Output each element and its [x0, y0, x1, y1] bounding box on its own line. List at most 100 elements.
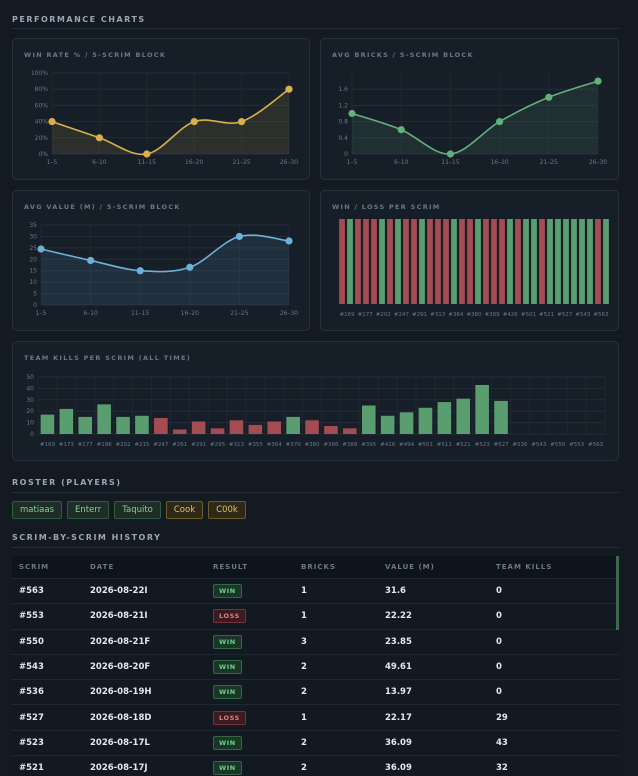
x-tick-label: 16–20 [185, 159, 203, 166]
column-header[interactable]: DATE [90, 563, 115, 571]
y-tick-label: 50 [26, 374, 34, 381]
data-point [594, 77, 602, 85]
y-tick-label: 20 [29, 256, 37, 263]
kills-bar [267, 421, 282, 434]
kills-bar [305, 420, 319, 434]
x-tick-label: #196 [97, 442, 113, 448]
chart-title: WIN / LOSS PER SCRIM [332, 203, 441, 211]
date-cell: 2026-08-19H [90, 687, 152, 698]
y-tick-label: 30 [26, 397, 34, 404]
column-header[interactable]: BRICKS [301, 563, 336, 571]
series-line [51, 88, 290, 156]
kills-cell: 0 [496, 636, 502, 647]
result-bar [563, 219, 569, 304]
table-row[interactable]: #523 2026-08-17L WIN 2 36.09 43 [12, 729, 619, 755]
chart-title: WIN RATE % / 5-SCRIM BLOCK [24, 51, 167, 59]
kills-cell: 0 [496, 586, 502, 597]
win-rate-chart-panel: WIN RATE % / 5-SCRIM BLOCK 100% 80% 60% 40%… [12, 38, 310, 180]
player-chip[interactable]: matiaas [12, 501, 63, 519]
x-tick-label: #543 [531, 442, 547, 448]
result-badge: WIN [213, 584, 242, 599]
player-chip[interactable]: Enterr [67, 501, 110, 519]
result-badge: LOSS [213, 710, 246, 725]
result-badge: WIN [213, 735, 242, 750]
performance-charts-heading: PERFORMANCE CHARTS [12, 15, 146, 24]
x-tick-label: 6–10 [394, 159, 409, 166]
column-header[interactable]: TEAM KILLS [496, 563, 553, 571]
result-bar [395, 219, 401, 304]
x-tick-label: 16–20 [181, 310, 199, 317]
kills-bar [437, 402, 452, 434]
scrim-cell: #553 [19, 611, 44, 622]
table-row[interactable]: #543 2026-08-20F WIN 2 49.61 0 [12, 653, 619, 679]
data-point [136, 267, 144, 275]
x-tick-label: #355 [248, 442, 264, 448]
table-row[interactable]: #536 2026-08-19H WIN 2 13.97 0 [12, 679, 619, 704]
date-cell: 2026-08-17J [90, 763, 148, 774]
scrim-cell: #527 [19, 712, 44, 723]
kills-bar [399, 412, 414, 434]
player-chip[interactable]: C00k [208, 501, 246, 519]
kills-cell: 0 [496, 687, 502, 698]
data-point [48, 118, 56, 126]
result-bar [491, 219, 497, 304]
y-tick-label: 10 [26, 420, 34, 427]
chart-title: AVG VALUE (M) / 5-SCRIM BLOCK [24, 203, 181, 211]
kills-cell: 29 [496, 712, 508, 723]
chart-title: AVG BRICKS / 5-SCRIM BLOCK [332, 51, 474, 59]
value-cell: 31.6 [385, 586, 406, 597]
result-badge: WIN [213, 761, 242, 776]
x-tick-label: #426 [380, 442, 396, 448]
result-bar [531, 219, 537, 304]
kills-cell: 43 [496, 737, 508, 748]
player-chip[interactable]: Cook [165, 501, 204, 519]
date-cell: 2026-08-20F [90, 662, 151, 673]
date-cell: 2026-08-17L [90, 737, 150, 748]
win-loss-bar-chart: #169 #177 #202 #247 #291 #313 #364 #380 #389 #426… [339, 219, 609, 318]
column-header[interactable]: RESULT [213, 563, 248, 571]
data-point [545, 93, 553, 101]
table-row[interactable]: #553 2026-08-21I LOSS 1 22.22 0 [12, 603, 619, 628]
x-tick-label: #501 [521, 312, 536, 318]
date-cell: 2026-08-21F [90, 636, 151, 647]
result-cell: WIN [213, 584, 301, 599]
data-point [87, 256, 95, 265]
kills-bar [380, 415, 395, 434]
result-bar [515, 219, 521, 304]
y-tick-label: 40 [26, 385, 34, 392]
x-tick-label: #386 [323, 442, 339, 448]
column-header[interactable]: SCRIM [19, 563, 50, 571]
table-row[interactable]: #521 2026-08-17J WIN 2 36.09 32 [12, 755, 619, 776]
result-bar [339, 219, 345, 304]
x-tick-label: #313 [229, 442, 245, 448]
x-tick-label: 26–30 [280, 159, 298, 166]
table-row[interactable]: #550 2026-08-21F WIN 3 23.85 0 [12, 628, 619, 654]
scrollbar-thumb[interactable] [616, 556, 619, 630]
y-tick-label: 30 [29, 233, 37, 240]
chart-title: TEAM KILLS PER SCRIM (ALL TIME) [24, 354, 191, 362]
y-tick-label: 0 [33, 302, 37, 309]
win-loss-chart-panel: WIN / LOSS PER SCRIM #169 #177 #202 #247 #29… [320, 190, 619, 331]
x-tick-label: #501 [418, 442, 433, 448]
result-bar [587, 219, 593, 304]
x-tick-label: #511 [437, 442, 452, 448]
result-bar [467, 219, 473, 304]
table-row[interactable]: #527 2026-08-18D LOSS 1 22.17 29 [12, 704, 619, 729]
x-tick-label: #521 [539, 312, 554, 318]
kills-bar [97, 404, 111, 434]
kills-bar [78, 416, 93, 434]
x-tick-label: #523 [475, 442, 491, 448]
player-chip[interactable]: Taquito [114, 501, 161, 519]
table-row[interactable]: #563 2026-08-22I WIN 1 31.6 0 [12, 578, 619, 603]
win-rate-line-chart: 100% 80% 60% 40% 20% 0%1–5 6–10 11–15 16–20 21–25… [31, 70, 298, 166]
x-tick-label: #202 [115, 442, 130, 448]
scrim-cell: #536 [19, 687, 44, 698]
x-tick-label: 6–10 [92, 159, 107, 166]
x-tick-label: #169 [40, 442, 56, 448]
x-tick-label: #527 [557, 312, 573, 318]
column-header[interactable]: VALUE (M) [385, 563, 435, 571]
x-tick-label: 1–5 [347, 159, 358, 166]
scrim-cell: #550 [19, 636, 44, 647]
x-tick-label: #202 [376, 312, 391, 318]
kills-bar [418, 407, 433, 434]
